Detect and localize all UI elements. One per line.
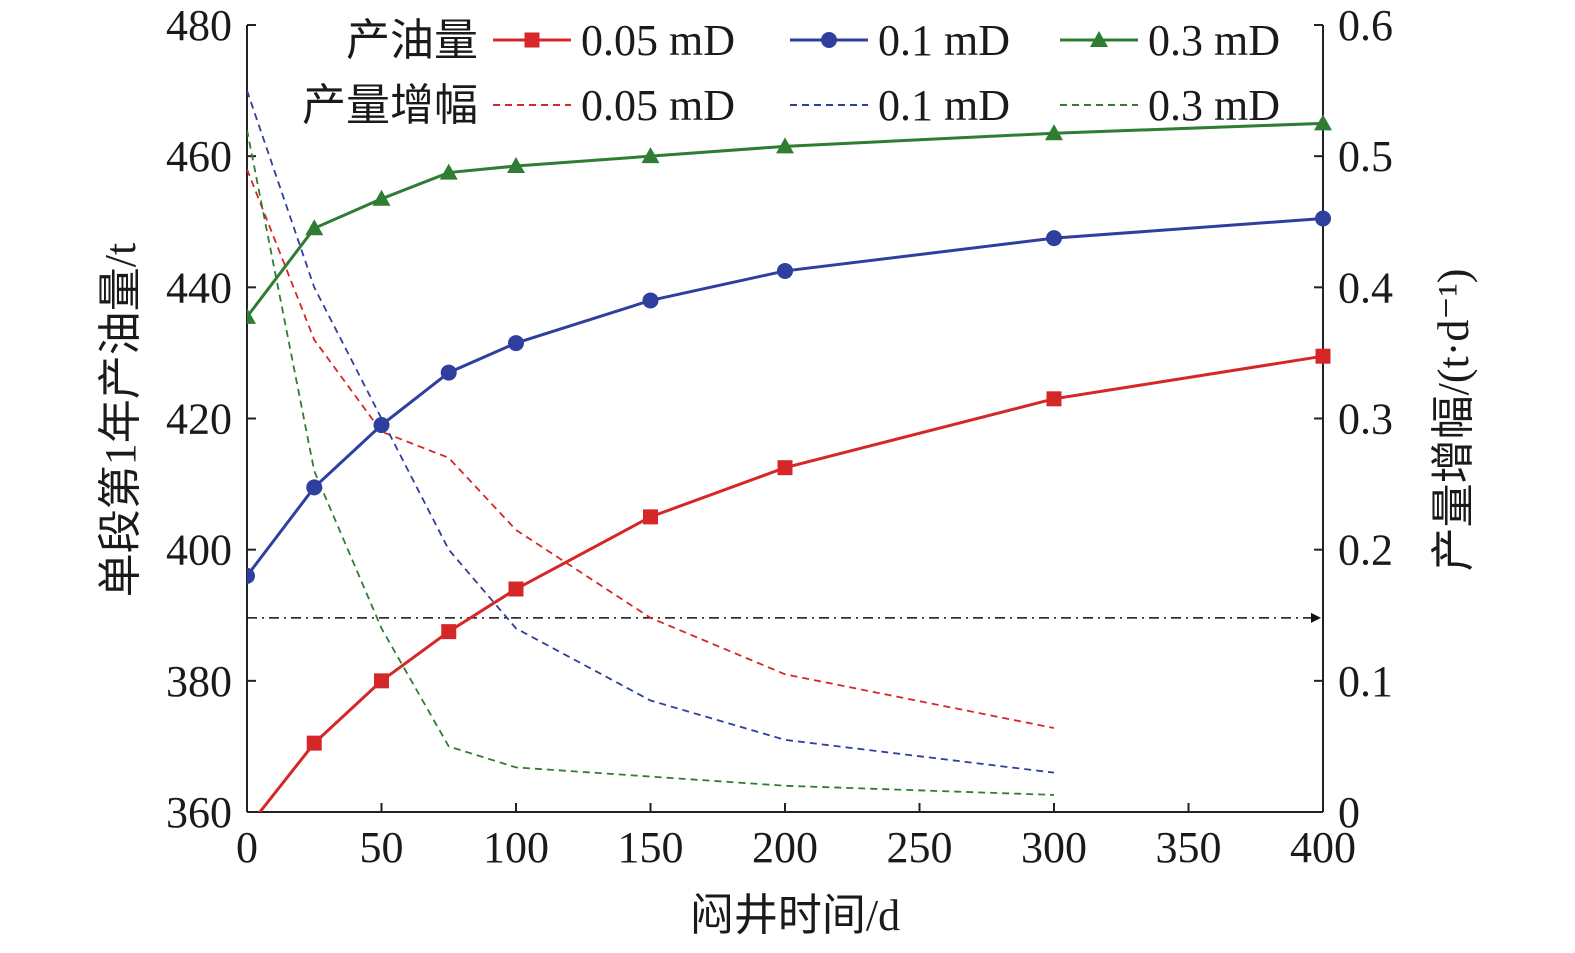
increment-line-2 bbox=[247, 129, 1055, 796]
right-y-tick-label-0: 0 bbox=[1338, 788, 1360, 837]
legend-production-marker-2 bbox=[1090, 31, 1108, 47]
left-y-tick-label-440: 440 bbox=[166, 263, 232, 312]
production-point-0-6 bbox=[777, 460, 793, 476]
production-point-2-2 bbox=[372, 189, 391, 206]
left-y-axis-ticks: 360 380 400 420 440 460 480 bbox=[166, 1, 256, 837]
x-tick-label-300: 300 bbox=[1021, 823, 1087, 872]
legend-production-text-2: 0.3 mD bbox=[1148, 16, 1280, 65]
x-tick-label-100: 100 bbox=[483, 823, 549, 872]
x-axis-title: 闷井时间/d bbox=[690, 891, 900, 940]
production-point-2-0 bbox=[247, 307, 256, 324]
production-point-2-1 bbox=[305, 219, 324, 236]
right-y-tick-label-1: 0.1 bbox=[1338, 657, 1393, 706]
legend-increment-text-0: 0.05 mD bbox=[581, 81, 735, 130]
production-point-1-7 bbox=[1046, 230, 1062, 247]
left-y-tick-label-400: 400 bbox=[166, 526, 232, 575]
x-tick-label-350: 350 bbox=[1156, 823, 1222, 872]
x-tick-label-150: 150 bbox=[618, 823, 684, 872]
production-point-2-4 bbox=[507, 157, 525, 174]
legend-production-marker-0 bbox=[524, 32, 540, 48]
production-point-2-5 bbox=[641, 147, 660, 164]
legend-row2-label: 产量增幅 bbox=[302, 81, 478, 130]
left-y-tick-label-460: 460 bbox=[166, 132, 232, 181]
right-y-tick-label-3: 0.3 bbox=[1338, 395, 1393, 444]
x-tick-label-250: 250 bbox=[887, 823, 953, 872]
x-tick-label-400: 400 bbox=[1290, 823, 1356, 872]
increment-line-1 bbox=[247, 90, 1055, 774]
x-tick-label-50: 50 bbox=[360, 823, 404, 872]
production-point-1-4 bbox=[508, 335, 524, 352]
production-point-1-1 bbox=[306, 479, 323, 496]
production-point-0-8 bbox=[1315, 348, 1331, 364]
left-y-axis-title: 单段第1年产油量/t bbox=[96, 243, 145, 597]
left-y-tick-label-360: 360 bbox=[166, 788, 232, 837]
production-point-1-3 bbox=[440, 364, 457, 381]
x-axis-ticks: 0 50 100 150 200 250 300 350 400 bbox=[236, 803, 1356, 872]
production-line-0 bbox=[258, 354, 1324, 812]
production-point-1-0 bbox=[247, 567, 255, 584]
left-y-tick-label-480: 480 bbox=[166, 1, 232, 50]
legend-production-text-0: 0.05 mD bbox=[581, 16, 735, 65]
legend-production-marker-1 bbox=[821, 32, 837, 48]
right-y-axis-ticks: 0 0.1 0.2 0.3 0.4 0.5 0.6 bbox=[1314, 1, 1393, 837]
production-point-0-4 bbox=[508, 581, 524, 597]
legend-increment-text-1: 0.1 mD bbox=[878, 81, 1010, 130]
production-point-0-1 bbox=[306, 735, 322, 751]
right-y-tick-label-4: 0.4 bbox=[1338, 263, 1393, 312]
production-point-2-3 bbox=[439, 163, 458, 180]
production-point-1-5 bbox=[642, 292, 659, 309]
production-point-2-7 bbox=[1045, 124, 1063, 141]
right-y-tick-label-5: 0.5 bbox=[1338, 132, 1393, 181]
right-y-axis-title: 产量增幅/(t·d⁻¹) bbox=[1429, 269, 1478, 572]
left-y-tick-label-420: 420 bbox=[166, 395, 232, 444]
legend-row1-label: 产油量 bbox=[346, 16, 478, 65]
production-point-1-8 bbox=[1315, 210, 1331, 227]
increment-line-0 bbox=[247, 168, 1055, 729]
production-point-1-6 bbox=[777, 262, 793, 279]
left-y-tick-label-380: 380 bbox=[166, 657, 232, 706]
legend-production-text-1: 0.1 mD bbox=[878, 16, 1010, 65]
right-y-tick-label-2: 0.2 bbox=[1338, 526, 1393, 575]
production-point-1-2 bbox=[373, 417, 390, 434]
x-tick-label-200: 200 bbox=[752, 823, 818, 872]
production-point-0-3 bbox=[441, 624, 457, 640]
legend-increment-text-2: 0.3 mD bbox=[1148, 81, 1280, 130]
series-layer bbox=[247, 90, 1332, 812]
x-tick-label-0: 0 bbox=[236, 823, 258, 872]
production-point-0-2 bbox=[374, 673, 389, 689]
production-point-2-8 bbox=[1314, 114, 1332, 131]
production-point-0-7 bbox=[1046, 391, 1062, 407]
production-point-0-5 bbox=[643, 509, 658, 525]
right-y-tick-label-6: 0.6 bbox=[1338, 1, 1393, 50]
production-point-2-6 bbox=[776, 137, 794, 154]
